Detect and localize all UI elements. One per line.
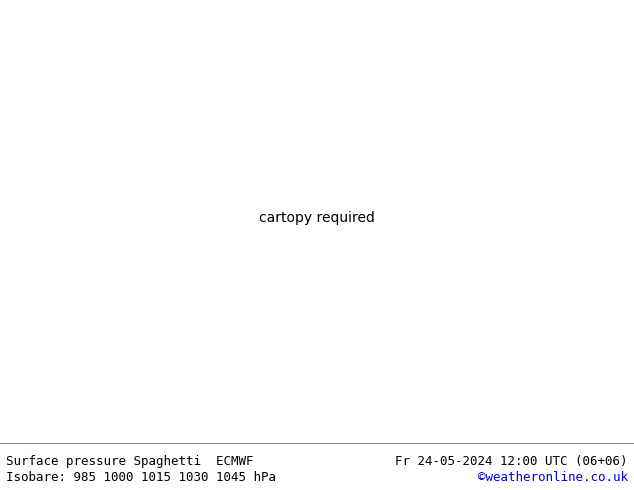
Text: Surface pressure Spaghetti  ECMWF: Surface pressure Spaghetti ECMWF xyxy=(6,455,254,468)
Text: cartopy required: cartopy required xyxy=(259,211,375,225)
Text: ©weatheronline.co.uk: ©weatheronline.co.uk xyxy=(477,471,628,485)
Text: Isobare: 985 1000 1015 1030 1045 hPa: Isobare: 985 1000 1015 1030 1045 hPa xyxy=(6,471,276,485)
Text: Fr 24-05-2024 12:00 UTC (06+06): Fr 24-05-2024 12:00 UTC (06+06) xyxy=(395,455,628,468)
